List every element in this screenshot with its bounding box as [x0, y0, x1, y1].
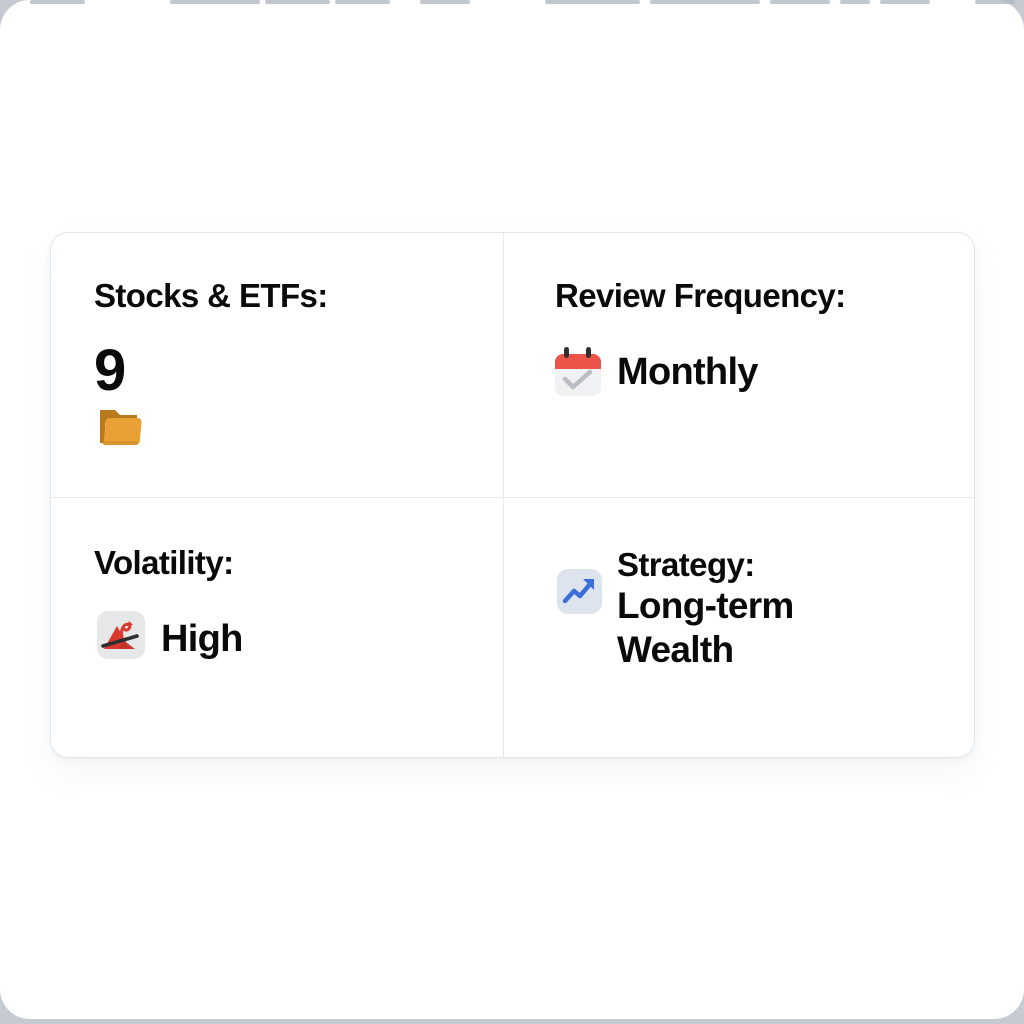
top-edge-artifact: [880, 0, 930, 4]
top-edge-artifact: [30, 0, 85, 4]
top-edge-artifact: [975, 0, 1015, 4]
card-cell-volatility: Volatility: High: [51, 498, 504, 757]
open-folder-icon: [100, 410, 142, 445]
volatility-value: High: [161, 618, 243, 660]
review-frequency-value: Monthly: [617, 351, 758, 393]
top-edge-artifact: [840, 0, 870, 4]
top-edge-artifact: [335, 0, 390, 4]
top-edge-artifact: [265, 0, 330, 4]
calendar-check-icon: [555, 347, 601, 396]
review-frequency-label: Review Frequency:: [555, 277, 846, 314]
card-cell-strategy: Strategy: Long-term Wealth: [504, 498, 974, 757]
stocks-etfs-label: Stocks & ETFs:: [94, 277, 328, 314]
strategy-label: Strategy:: [617, 546, 755, 583]
top-edge-artifact: [650, 0, 760, 4]
trend-up-icon: [557, 569, 602, 614]
volatility-mountain-icon: [97, 611, 145, 659]
stocks-etfs-count: 9: [94, 338, 126, 403]
card-cell-review-frequency: Review Frequency: Monthly: [504, 233, 974, 498]
volatility-label: Volatility:: [94, 544, 234, 581]
strategy-value: Long-term Wealth: [617, 585, 794, 671]
top-edge-artifact: [420, 0, 470, 4]
card-cell-stocks-etfs: Stocks & ETFs: 9: [51, 233, 504, 498]
top-edge-artifact: [170, 0, 260, 4]
top-edge-artifact: [770, 0, 830, 4]
top-edge-artifact: [545, 0, 640, 4]
portfolio-summary-card: Stocks & ETFs: 9 Review Frequency: Mo: [50, 232, 975, 758]
